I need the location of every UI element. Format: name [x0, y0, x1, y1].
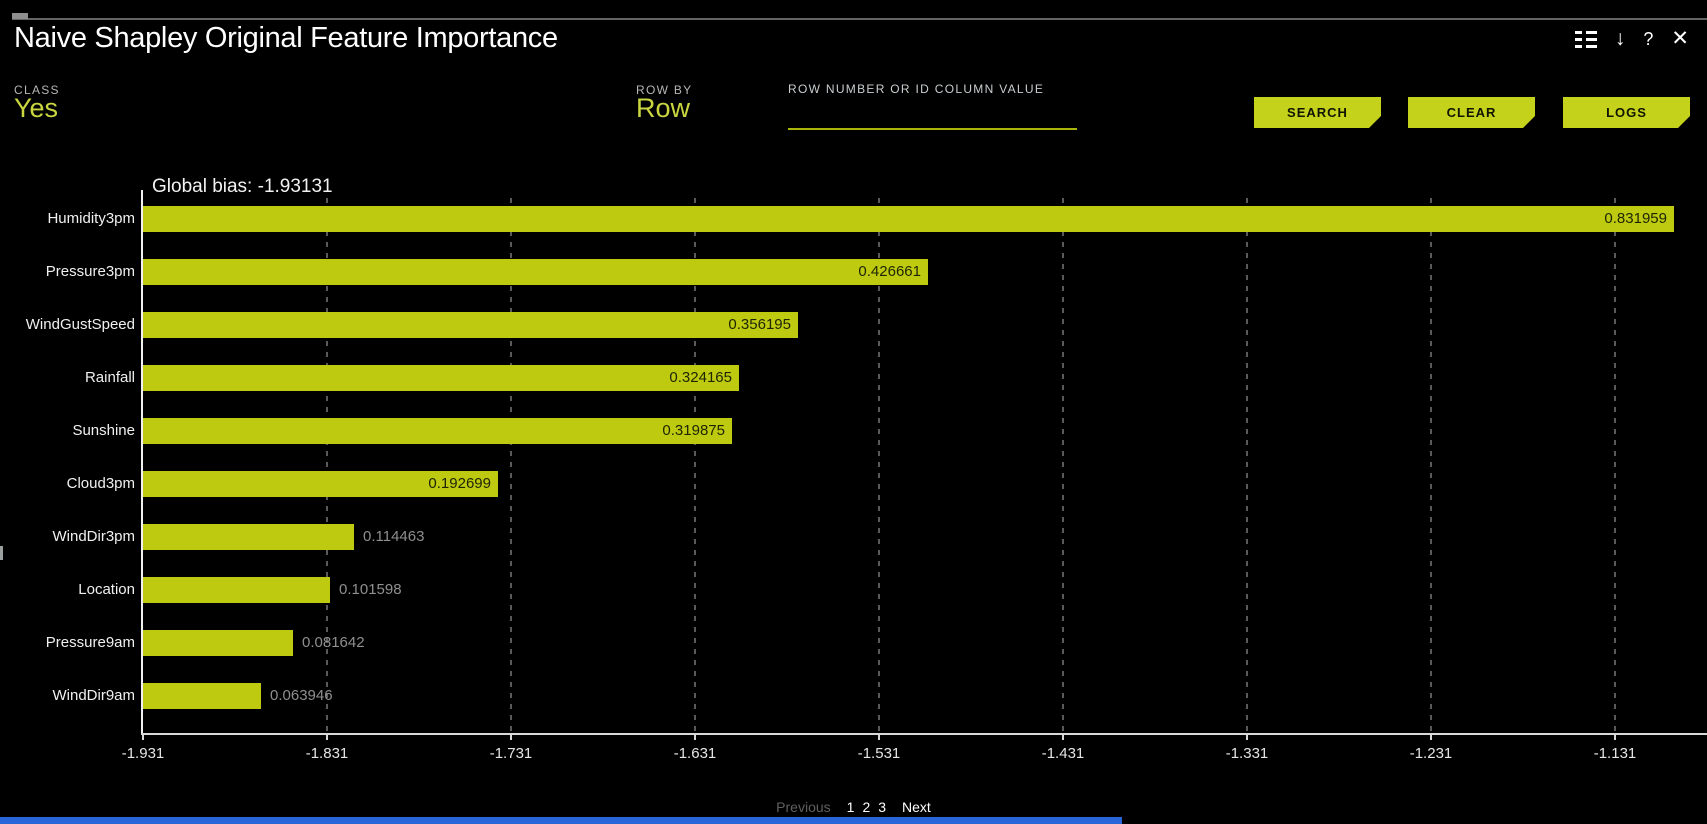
top-border-line	[12, 18, 1707, 20]
bar-Rainfall[interactable]	[143, 365, 739, 391]
axis-tick	[878, 733, 880, 740]
bar-Pressure9am[interactable]	[143, 630, 293, 656]
bar-Location[interactable]	[143, 577, 330, 603]
value-label: 0.114463	[363, 528, 425, 545]
feature-importance-chart: Global bias: -1.93131 -1.931 -1.831 -1.731…	[0, 150, 1707, 775]
axis-tick-label: -1.131	[1593, 745, 1637, 762]
category-label: Sunshine	[72, 422, 135, 439]
row-by-label: ROW BY	[636, 83, 693, 97]
row-number-input[interactable]	[788, 102, 1077, 130]
category-label: WindDir9am	[52, 687, 135, 704]
axis-tick-label: -1.831	[305, 745, 349, 762]
page-3[interactable]: 3	[878, 799, 887, 815]
x-axis-line	[141, 733, 1707, 735]
pagination-previous[interactable]: Previous	[776, 799, 831, 815]
value-label: 0.063946	[270, 687, 333, 704]
value-label: 0.319875	[662, 422, 725, 439]
clear-button[interactable]: CLEAR	[1408, 97, 1535, 128]
close-icon[interactable]: ✕	[1671, 27, 1689, 50]
axis-tick	[1430, 733, 1432, 740]
axis-tick-label: -1.731	[489, 745, 533, 762]
value-label: 0.081642	[302, 634, 365, 651]
axis-tick-label: -1.431	[1041, 745, 1085, 762]
gridline	[1062, 198, 1064, 733]
axis-tick	[142, 733, 144, 740]
global-bias-label: Global bias: -1.93131	[152, 176, 333, 197]
gridline	[878, 198, 880, 733]
category-label: Cloud3pm	[66, 475, 135, 492]
pagination-next[interactable]: Next	[902, 799, 931, 815]
download-icon[interactable]: ↓	[1614, 27, 1626, 50]
bar-Humidity3pm[interactable]	[143, 206, 1674, 232]
class-label: CLASS	[14, 83, 60, 97]
row-by-value[interactable]: Row	[636, 93, 691, 123]
gridline	[510, 198, 512, 733]
axis-tick-label: -1.231	[1409, 745, 1453, 762]
display-settings-icon[interactable]	[1574, 30, 1597, 48]
help-icon[interactable]: ?	[1643, 29, 1654, 49]
axis-tick-label: -1.631	[673, 745, 717, 762]
page-2[interactable]: 2	[862, 799, 871, 815]
axis-tick	[1062, 733, 1064, 740]
gridline	[1430, 198, 1432, 733]
titlebar-icons: ↓ ? ✕	[1574, 26, 1689, 52]
category-label: WindDir3pm	[52, 528, 135, 545]
logs-button[interactable]: LOGS	[1563, 97, 1690, 128]
bar-Cloud3pm[interactable]	[143, 471, 498, 497]
gridline	[694, 198, 696, 733]
row-number-input-label: ROW NUMBER OR ID COLUMN VALUE	[788, 82, 1045, 96]
value-label: 0.426661	[858, 263, 921, 280]
page-title: Naive Shapley Original Feature Importanc…	[14, 22, 558, 54]
bar-WindDir3pm[interactable]	[143, 524, 354, 550]
bar-Pressure3pm[interactable]	[143, 259, 928, 285]
bar-WindGustSpeed[interactable]	[143, 312, 798, 338]
value-label: 0.192699	[428, 475, 491, 492]
bar-Sunshine[interactable]	[143, 418, 732, 444]
bar-WindDir9am[interactable]	[143, 683, 261, 709]
category-label: WindGustSpeed	[25, 316, 135, 333]
value-label: 0.101598	[339, 581, 402, 598]
category-label: Pressure3pm	[45, 263, 135, 280]
category-label: Pressure9am	[45, 634, 135, 651]
page-1[interactable]: 1	[846, 799, 855, 815]
class-value: Yes	[14, 93, 59, 123]
value-label: 0.831959	[1604, 210, 1667, 227]
axis-tick	[694, 733, 696, 740]
axis-tick	[1246, 733, 1248, 740]
gridline	[1614, 198, 1616, 733]
gridline	[1246, 198, 1248, 733]
value-label: 0.356195	[728, 316, 791, 333]
axis-tick-label: -1.931	[121, 745, 165, 762]
category-label: Rainfall	[84, 369, 135, 386]
axis-tick-label: -1.331	[1225, 745, 1269, 762]
left-edge-artifact	[0, 546, 3, 560]
gridline	[326, 198, 328, 733]
axis-tick	[510, 733, 512, 740]
axis-tick-label: -1.531	[857, 745, 901, 762]
value-label: 0.324165	[669, 369, 732, 386]
axis-tick	[1614, 733, 1616, 740]
y-axis-line	[141, 190, 143, 735]
axis-tick	[326, 733, 328, 740]
category-label: Location	[78, 581, 135, 598]
search-button[interactable]: SEARCH	[1254, 97, 1381, 128]
top-border-tab	[12, 13, 28, 19]
category-label: Humidity3pm	[47, 210, 135, 227]
bottom-blue-bar	[0, 817, 1122, 824]
